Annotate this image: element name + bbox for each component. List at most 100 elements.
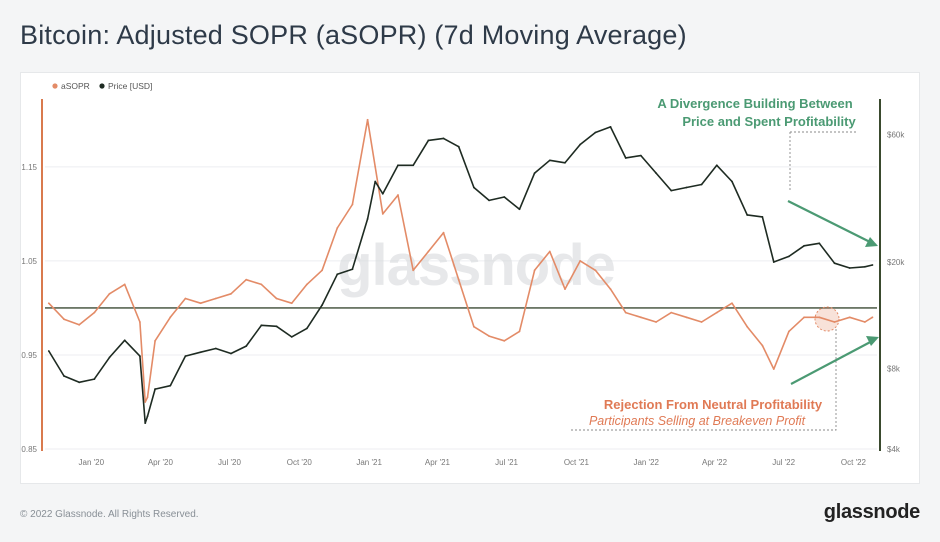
annotation-rejection-arrow <box>790 338 877 385</box>
y-left-tick-label: 0.95 <box>21 351 37 360</box>
price-point <box>374 180 377 183</box>
price-point <box>731 180 733 183</box>
asopr-point <box>640 316 642 319</box>
price-point <box>366 217 369 220</box>
price-point <box>146 415 149 418</box>
x-tick-label: Oct '22 <box>841 458 867 467</box>
annotation-divergence-line1: A Divergence Building Between <box>657 96 852 111</box>
asopr-point <box>144 401 147 403</box>
asopr-point <box>624 311 627 314</box>
price-point <box>488 199 490 202</box>
annotation-divergence: A Divergence Building Between Price and … <box>657 96 878 247</box>
annotation-divergence-bracket <box>789 131 857 191</box>
asopr-point <box>803 316 806 319</box>
chart-svg: glassnode 0.85 0.95 1.05 1.15 $4k $8k $20k $60k… <box>21 81 905 467</box>
price-point <box>457 145 460 148</box>
price-point <box>818 242 821 245</box>
price-point <box>123 339 126 342</box>
asopr-point <box>788 330 790 333</box>
gridlines <box>45 166 877 450</box>
price-point <box>442 137 445 140</box>
asopr-point <box>700 321 703 323</box>
price-point <box>700 183 703 186</box>
y-right-tick-label: $8k <box>887 364 901 373</box>
asopr-point <box>442 231 445 234</box>
y-left-tick-label: 1.05 <box>21 257 37 266</box>
asopr-point <box>260 283 263 286</box>
asopr-point <box>579 259 582 262</box>
asopr-point <box>63 318 65 321</box>
asopr-point <box>609 288 612 291</box>
asopr-point <box>47 302 50 305</box>
asopr-point <box>833 321 836 323</box>
price-point <box>640 154 642 157</box>
asopr-point <box>351 203 354 206</box>
asopr-point <box>473 325 475 328</box>
price-point <box>871 264 874 266</box>
x-tick-label: Oct '20 <box>287 458 313 467</box>
asopr-point <box>863 321 866 323</box>
price-point <box>624 157 627 159</box>
legend: aSOPR Price [USD] <box>52 81 152 91</box>
asopr-point <box>397 194 399 196</box>
price-point <box>788 255 790 258</box>
y-right-tick-label: $4k <box>887 445 901 454</box>
price-point <box>670 189 673 192</box>
price-point <box>260 324 263 327</box>
price-point <box>275 325 278 328</box>
price-point <box>564 161 566 164</box>
price-point <box>503 196 506 198</box>
price-point <box>184 355 187 357</box>
footer-brand-logo: glassnode <box>823 501 921 523</box>
x-tick-label: Apr '22 <box>702 458 728 467</box>
price-point <box>594 131 597 134</box>
price-point <box>199 351 202 354</box>
asopr-point <box>871 316 874 319</box>
x-tick-label: Oct '21 <box>564 458 590 467</box>
annotation-rejection-line2: Participants Selling at Breakeven Profit <box>589 414 806 428</box>
price-point <box>833 262 836 265</box>
right-axis-bar <box>879 99 881 451</box>
price-point <box>473 186 475 189</box>
asopr-point <box>321 269 323 272</box>
chart-card: glassnode 0.85 0.95 1.05 1.15 $4k $8k $20k $60k… <box>20 72 920 484</box>
annotation-rejection: Rejection From Neutral Profitability Par… <box>571 306 879 431</box>
x-tick-label: Apr '21 <box>425 458 451 467</box>
price-point <box>579 143 582 146</box>
annotation-divergence-arrowhead <box>865 237 878 247</box>
x-tick-label: Apr '20 <box>148 458 174 467</box>
watermark: glassnode <box>337 233 615 298</box>
asopr-point <box>761 344 764 347</box>
asopr-point <box>214 297 217 300</box>
annotation-divergence-line2: Price and Spent Profitability <box>682 114 856 129</box>
x-tick-label: Jul '20 <box>218 458 241 467</box>
x-tick-label: Jul '22 <box>772 458 795 467</box>
asopr-point <box>123 283 126 286</box>
x-tick-label: Jan '22 <box>633 458 659 467</box>
y-right-tick-label: $20k <box>887 258 905 267</box>
y-left-tick-label: 0.85 <box>21 445 37 454</box>
price-point <box>655 172 657 175</box>
price-point <box>154 388 156 390</box>
asopr-point <box>533 269 536 272</box>
legend-dot-asopr <box>52 83 58 89</box>
asopr-point <box>655 321 657 323</box>
asopr-point <box>245 278 248 281</box>
asopr-point <box>199 302 202 305</box>
price-point <box>427 139 430 142</box>
y-left-tick-label: 1.15 <box>21 163 37 172</box>
asopr-point <box>848 316 851 319</box>
price-point <box>548 159 551 162</box>
asopr-point <box>564 288 566 291</box>
footer-copyright: © 2022 Glassnode. All Rights Reserved. <box>20 509 199 520</box>
price-point <box>518 208 521 211</box>
price-point <box>772 261 775 263</box>
price-point <box>47 350 50 352</box>
asopr-point <box>731 302 733 305</box>
asopr-point <box>503 339 506 342</box>
asopr-point <box>169 316 172 319</box>
asopr-point <box>548 250 551 253</box>
price-point <box>609 126 612 128</box>
price-point <box>93 378 96 381</box>
annotation-rejection-arrowhead <box>866 336 879 346</box>
